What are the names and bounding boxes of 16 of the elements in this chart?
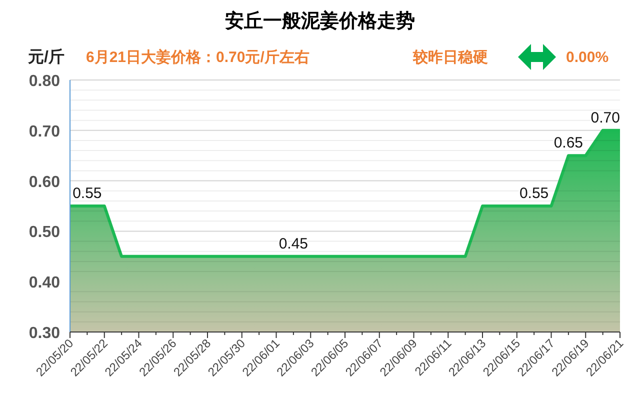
y-tick-label: 0.70 [28,123,60,140]
annotation: 0.45 [278,235,308,252]
chart-title: 安丘一般泥姜价格走势 [225,10,415,32]
annotation: 0.65 [554,134,584,152]
y-tick-label: 0.80 [28,73,60,90]
text: 较昨日稳硬 [412,49,488,66]
annotation: 0.55 [519,185,549,202]
text: 0.00% [566,49,609,66]
y-axis-title: 元/斤 [27,48,64,66]
y-tick-label: 0.40 [28,274,60,292]
annotation: 0.55 [72,185,102,202]
annotation: 0.70 [590,109,620,126]
y-tick-label: 0.50 [28,224,60,242]
chart-subtitle: 6月21日大姜价格：0.70元/斤左右 [86,48,310,66]
y-tick-label: 0.30 [28,325,60,342]
y-tick-label: 0.60 [28,174,60,191]
